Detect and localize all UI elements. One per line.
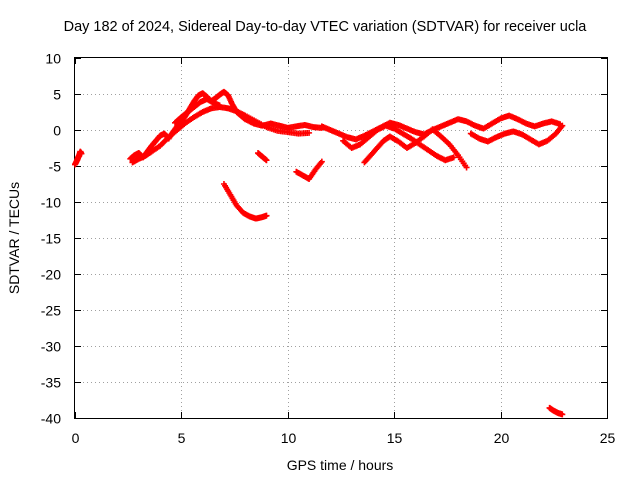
series-main-cluster-1 — [127, 88, 325, 162]
data-point — [306, 129, 313, 136]
series-early-segment — [72, 148, 85, 168]
y-axis-title: SDTVAR / TECUs — [6, 182, 22, 294]
series-short-segment-a — [255, 150, 270, 164]
data-point — [263, 157, 270, 164]
series-afternoon-4 — [467, 122, 566, 148]
series-late-dip — [546, 404, 566, 418]
y-tick-label: -5 — [49, 159, 62, 175]
y-tick-labels: 10 5 0 -5 -10 -15 -20 -25 -30 -35 -40 — [41, 51, 61, 427]
y-tick-label: -15 — [41, 231, 61, 247]
x-tick-label: 0 — [72, 430, 80, 446]
series-dip-segment — [220, 181, 270, 222]
data-point — [559, 411, 566, 418]
chart-title: Day 182 of 2024, Sidereal Day-to-day VTE… — [64, 19, 588, 35]
data-point — [318, 158, 325, 165]
data-point — [559, 122, 566, 129]
data-point — [263, 212, 270, 219]
data-point — [78, 150, 85, 157]
grid — [75, 58, 607, 418]
x-tick-label: 10 — [281, 430, 297, 446]
x-tick-label: 5 — [178, 430, 186, 446]
y-tick-label: -30 — [41, 339, 61, 355]
x-tick-label: 25 — [600, 430, 616, 446]
y-tick-label: -25 — [41, 303, 61, 319]
x-axis-title: GPS time / hours — [287, 457, 394, 473]
plot-frame — [74, 57, 608, 419]
series-bump-segment — [172, 96, 223, 126]
y-tick-label: 10 — [45, 51, 61, 67]
y-tick-label: -20 — [41, 267, 61, 283]
y-tick-label: 5 — [53, 87, 61, 103]
axis-ticks — [75, 58, 608, 419]
data-point — [450, 154, 457, 161]
y-tick-label: -35 — [41, 375, 61, 391]
y-tick-label: 0 — [53, 123, 61, 139]
data-point — [216, 102, 223, 109]
y-tick-label: -40 — [41, 411, 61, 427]
series-short-segment-b — [293, 158, 325, 182]
x-tick-label: 15 — [387, 430, 403, 446]
series-afternoon-3 — [340, 122, 457, 164]
x-tick-labels: 0 5 10 15 20 25 — [72, 430, 616, 446]
data-points — [72, 88, 566, 418]
series-main-cluster-2 — [129, 103, 313, 166]
data-point — [463, 164, 470, 171]
y-tick-label: -10 — [41, 195, 61, 211]
x-tick-label: 20 — [494, 430, 510, 446]
